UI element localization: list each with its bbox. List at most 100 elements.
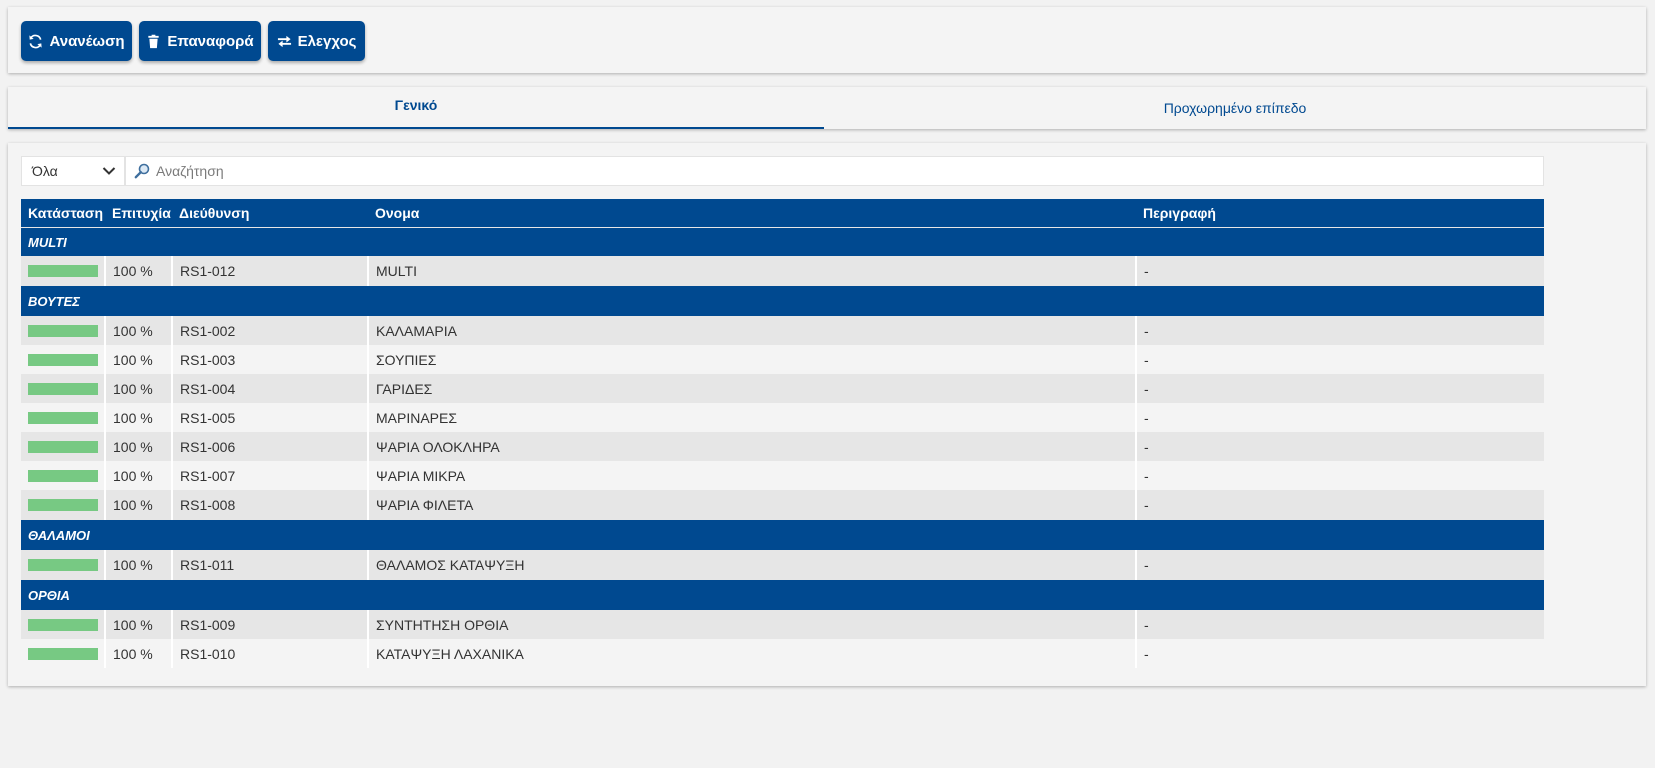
status-cell — [21, 403, 106, 432]
group-row[interactable]: MULTI — [21, 227, 1544, 256]
status-bar — [28, 647, 98, 660]
name-cell: ΨΑΡΙΑ ΟΛΟΚΛΗΡΑ — [368, 432, 1137, 461]
search-box — [125, 156, 1544, 186]
description-cell: - — [1136, 550, 1544, 580]
status-bar-fill — [28, 353, 98, 366]
trash-icon — [148, 34, 160, 48]
status-bar-fill — [28, 469, 98, 482]
status-cell — [21, 639, 106, 668]
status-bar-fill — [28, 382, 98, 395]
filter-select[interactable]: Όλα — [21, 156, 125, 186]
success-cell: 100 % — [105, 345, 173, 374]
tab-advanced-label: Προχωρημένο επίπεδο — [1163, 100, 1307, 116]
name-cell: ΚΑΛΑΜΑΡΙΑ — [368, 316, 1137, 345]
status-cell — [21, 461, 106, 490]
address-cell: RS1-007 — [172, 461, 369, 490]
search-input[interactable] — [154, 162, 1538, 180]
table-row[interactable]: 100 % RS1-007 ΨΑΡΙΑ ΜΙΚΡΑ - — [21, 461, 1544, 490]
tab-general[interactable]: Γενικό — [8, 87, 824, 129]
check-button-label: Ελεγχος — [297, 32, 357, 50]
status-bar — [28, 324, 98, 337]
tab-advanced[interactable]: Προχωρημένο επίπεδο — [824, 87, 1646, 129]
toolbar: Ανανέωση Επαναφορά Ελεγχος — [8, 7, 1646, 73]
tab-general-label: Γενικό — [394, 97, 438, 113]
status-cell — [21, 256, 106, 286]
column-header-name[interactable]: Ονομα — [368, 199, 1136, 228]
status-bar-fill — [28, 647, 98, 660]
address-cell: RS1-012 — [172, 256, 369, 286]
exchange-icon — [277, 35, 291, 47]
status-cell — [21, 490, 106, 520]
name-cell: ΚΑΤΑΨΥΞΗ ΛΑΧΑΝΙΚΑ — [368, 639, 1137, 668]
status-cell — [21, 374, 106, 403]
status-bar-fill — [28, 618, 98, 631]
group-name: MULTI — [21, 227, 1544, 256]
address-cell: RS1-010 — [172, 639, 369, 668]
table-row[interactable]: 100 % RS1-010 ΚΑΤΑΨΥΞΗ ΛΑΧΑΝΙΚΑ - — [21, 639, 1544, 668]
description-cell: - — [1136, 432, 1544, 461]
address-cell: RS1-003 — [172, 345, 369, 374]
table-body: MULTI 100 % RS1-012 MULTI - ΒΟΥΤΕΣ 100 % RS1-00… — [21, 227, 1544, 668]
table-row[interactable]: 100 % RS1-006 ΨΑΡΙΑ ΟΛΟΚΛΗΡΑ - — [21, 432, 1544, 461]
status-bar-fill — [28, 264, 98, 277]
address-cell: RS1-005 — [172, 403, 369, 432]
description-cell: - — [1136, 256, 1544, 286]
description-cell: - — [1136, 374, 1544, 403]
tab-bar: Γενικό Προχωρημένο επίπεδο — [8, 87, 1646, 129]
address-cell: RS1-011 — [172, 550, 369, 580]
success-cell: 100 % — [105, 256, 173, 286]
status-cell — [21, 316, 106, 345]
refresh-icon — [29, 34, 43, 48]
description-cell: - — [1136, 345, 1544, 374]
status-bar — [28, 618, 98, 631]
table-row[interactable]: 100 % RS1-009 ΣΥΝΤΗΤΗΣΗ ΟΡΘΙΑ - — [21, 610, 1544, 639]
status-bar — [28, 353, 98, 366]
success-cell: 100 % — [105, 461, 173, 490]
filter-select-value: Όλα — [32, 163, 58, 179]
table-row[interactable]: 100 % RS1-008 ΨΑΡΙΑ ΦΙΛΕΤΑ - — [21, 490, 1544, 520]
content-panel: Όλα Κατάσταση Επιτυχία Διεύθυνση Ονομα Π… — [8, 143, 1646, 686]
description-cell: - — [1136, 316, 1544, 345]
name-cell: ΣΥΝΤΗΤΗΣΗ ΟΡΘΙΑ — [368, 610, 1137, 639]
status-bar — [28, 411, 98, 424]
table-row[interactable]: 100 % RS1-003 ΣΟΥΠΙΕΣ - — [21, 345, 1544, 374]
column-header-success[interactable]: Επιτυχία — [105, 199, 172, 228]
success-cell: 100 % — [105, 550, 173, 580]
status-bar-fill — [28, 440, 98, 453]
column-header-address[interactable]: Διεύθυνση — [172, 199, 368, 228]
refresh-button[interactable]: Ανανέωση — [21, 21, 132, 61]
reset-button[interactable]: Επαναφορά — [139, 21, 261, 61]
name-cell: ΨΑΡΙΑ ΜΙΚΡΑ — [368, 461, 1137, 490]
group-row[interactable]: ΘΑΛΑΜΟΙ — [21, 519, 1544, 550]
status-bar — [28, 264, 98, 277]
success-cell: 100 % — [105, 374, 173, 403]
success-cell: 100 % — [105, 610, 173, 639]
table-row[interactable]: 100 % RS1-012 MULTI - — [21, 256, 1544, 286]
group-row[interactable]: ΒΟΥΤΕΣ — [21, 285, 1544, 316]
success-cell: 100 % — [105, 490, 173, 520]
chevron-down-icon — [102, 167, 116, 175]
name-cell: ΜΑΡΙΝΑΡΕΣ — [368, 403, 1137, 432]
status-cell — [21, 345, 106, 374]
table-row[interactable]: 100 % RS1-002 ΚΑΛΑΜΑΡΙΑ - — [21, 316, 1544, 345]
group-name: ΟΡΘΙΑ — [21, 579, 1544, 610]
table-row[interactable]: 100 % RS1-011 ΘΑΛΑΜΟΣ ΚΑΤΑΨΥΞΗ - — [21, 550, 1544, 580]
table-header-row: Κατάσταση Επιτυχία Διεύθυνση Ονομα Περιγ… — [21, 199, 1544, 228]
status-cell — [21, 610, 106, 639]
column-header-status[interactable]: Κατάσταση — [21, 199, 105, 228]
group-row[interactable]: ΟΡΘΙΑ — [21, 579, 1544, 610]
status-bar — [28, 382, 98, 395]
group-name: ΘΑΛΑΜΟΙ — [21, 519, 1544, 550]
description-cell: - — [1136, 403, 1544, 432]
address-cell: RS1-009 — [172, 610, 369, 639]
address-cell: RS1-008 — [172, 490, 369, 520]
table-row[interactable]: 100 % RS1-004 ΓΑΡΙΔΕΣ - — [21, 374, 1544, 403]
name-cell: MULTI — [368, 256, 1137, 286]
refresh-button-label: Ανανέωση — [49, 32, 125, 50]
table-row[interactable]: 100 % RS1-005 ΜΑΡΙΝΑΡΕΣ - — [21, 403, 1544, 432]
status-cell — [21, 432, 106, 461]
check-button[interactable]: Ελεγχος — [268, 21, 365, 61]
description-cell: - — [1136, 639, 1544, 668]
column-header-description[interactable]: Περιγραφή — [1136, 199, 1544, 228]
address-cell: RS1-002 — [172, 316, 369, 345]
